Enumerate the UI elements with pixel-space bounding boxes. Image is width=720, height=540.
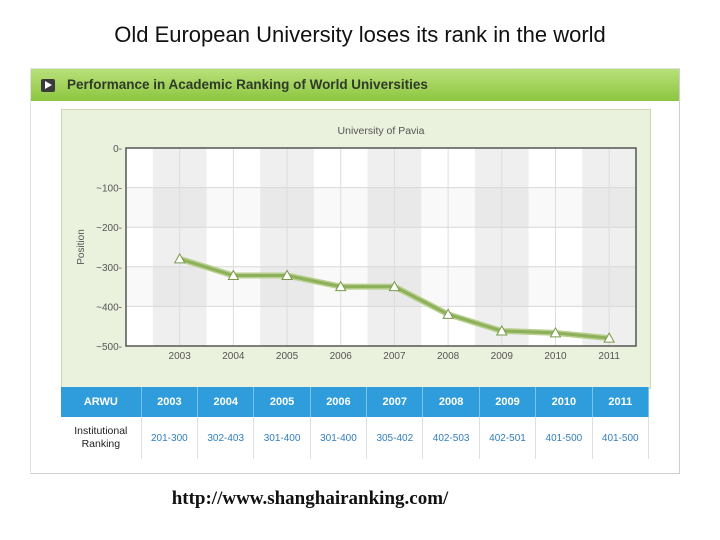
rank-cell[interactable]: 305-402: [366, 417, 424, 459]
data-point: [388, 280, 401, 292]
x-tick-label: 2005: [276, 351, 299, 362]
rank-cell[interactable]: 302-403: [197, 417, 255, 459]
data-point: [227, 269, 240, 281]
data-point: [495, 324, 508, 336]
slide-title: Old European University loses its rank i…: [114, 22, 606, 47]
table-header-year: 2008: [422, 387, 480, 417]
panel-header: Performance in Academic Ranking of World…: [31, 69, 679, 101]
table-row: Institutional Ranking 201-300 302-403 301-40…: [61, 417, 650, 459]
x-tick-label: 2007: [383, 351, 406, 362]
y-tick-label: ~100-: [96, 184, 122, 195]
y-tick-label: 0-: [113, 144, 122, 155]
y-axis-label: Position: [76, 229, 87, 265]
table-header-year: 2011: [592, 387, 650, 417]
x-tick-label: 2011: [598, 351, 620, 362]
table-header-year: 2009: [479, 387, 537, 417]
table-header-year: 2010: [535, 387, 593, 417]
data-point: [603, 332, 616, 343]
row-label: Institutional Ranking: [61, 417, 142, 459]
table-header-year: 2004: [197, 387, 255, 417]
chart-area: University of Pavia Position 0- ~100- ~200- ~…: [61, 109, 651, 389]
panel-header-title: Performance in Academic Ranking of World…: [67, 77, 428, 92]
y-tick-label: ~300-: [96, 263, 122, 274]
data-point: [334, 280, 347, 292]
y-tick-label: ~200-: [96, 223, 122, 234]
rank-cell[interactable]: 401-500: [535, 417, 593, 459]
chart-title: University of Pavia: [338, 125, 425, 137]
x-tick-label: 2008: [437, 351, 460, 362]
data-point: [281, 269, 293, 281]
data-point: [549, 326, 562, 338]
table-header-arwu: ARWU: [61, 387, 142, 417]
plot-frame: [125, 147, 637, 347]
x-tick-label: 2004: [222, 351, 245, 362]
rank-cell[interactable]: 401-500: [592, 417, 650, 459]
position-chart: University of Pavia Position 0- ~100- ~200- ~…: [76, 125, 637, 362]
x-tick-label: 2003: [169, 351, 192, 362]
footer-url[interactable]: http://www.shanghairanking.com/: [171, 488, 449, 509]
data-point: [442, 308, 454, 319]
rank-cell[interactable]: 402-503: [422, 417, 480, 459]
row-band: [126, 188, 636, 228]
y-tick-label: ~500-: [96, 342, 122, 353]
rank-cell[interactable]: 301-400: [310, 417, 368, 459]
x-tick-label: 2010: [544, 351, 567, 362]
x-tick-label: 2009: [491, 351, 514, 362]
table-header-year: 2005: [253, 387, 311, 417]
rank-cell[interactable]: 402-501: [479, 417, 537, 459]
x-tick-label: 2006: [330, 351, 353, 362]
table-header-year: 2006: [310, 387, 368, 417]
ranking-panel: Performance in Academic Ranking of World…: [30, 68, 680, 474]
rank-cell[interactable]: 301-400: [253, 417, 311, 459]
table-header-row: ARWU 2003 2004 2005 2006 2007 2008 2009 2010 2011: [61, 387, 650, 417]
data-point: [173, 252, 186, 264]
arwu-table: ARWU 2003 2004 2005 2006 2007 2008 2009 2010 2011…: [61, 387, 650, 459]
table-header-year: 2007: [366, 387, 424, 417]
table-header-year: 2003: [141, 387, 199, 417]
arrow-right-icon[interactable]: [41, 79, 55, 92]
y-tick-label: ~400-: [96, 302, 122, 313]
rank-cell[interactable]: 201-300: [141, 417, 199, 459]
